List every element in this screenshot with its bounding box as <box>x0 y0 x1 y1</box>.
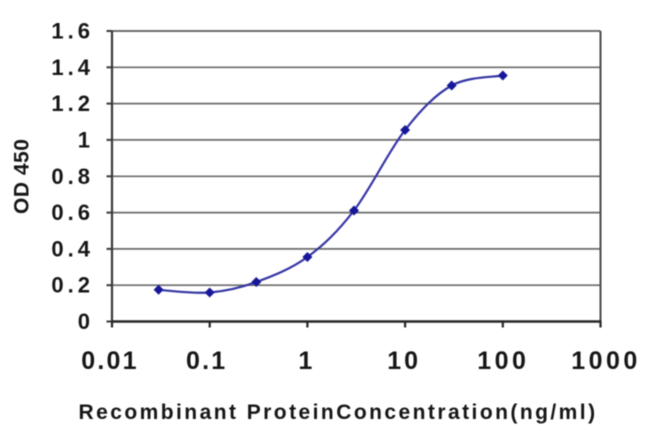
svg-text:Recombinant ProteinConcentrati: Recombinant ProteinConcentration(ng/ml) <box>78 401 597 424</box>
svg-text:0.1: 0.1 <box>186 347 227 375</box>
svg-text:OD 450: OD 450 <box>11 139 34 214</box>
svg-text:1: 1 <box>78 127 94 152</box>
svg-text:100: 100 <box>477 347 529 375</box>
svg-text:0.2: 0.2 <box>51 273 94 298</box>
svg-text:10: 10 <box>387 347 421 375</box>
svg-text:0.8: 0.8 <box>51 164 94 189</box>
svg-text:0.6: 0.6 <box>51 200 94 225</box>
svg-text:1: 1 <box>298 347 314 375</box>
svg-text:1.6: 1.6 <box>51 19 94 44</box>
svg-text:1.4: 1.4 <box>51 55 94 80</box>
svg-text:1000: 1000 <box>571 347 641 375</box>
svg-text:0.01: 0.01 <box>81 347 138 375</box>
svg-text:0.4: 0.4 <box>51 236 94 261</box>
svg-text:0: 0 <box>78 309 94 334</box>
svg-text:1.2: 1.2 <box>51 91 94 116</box>
